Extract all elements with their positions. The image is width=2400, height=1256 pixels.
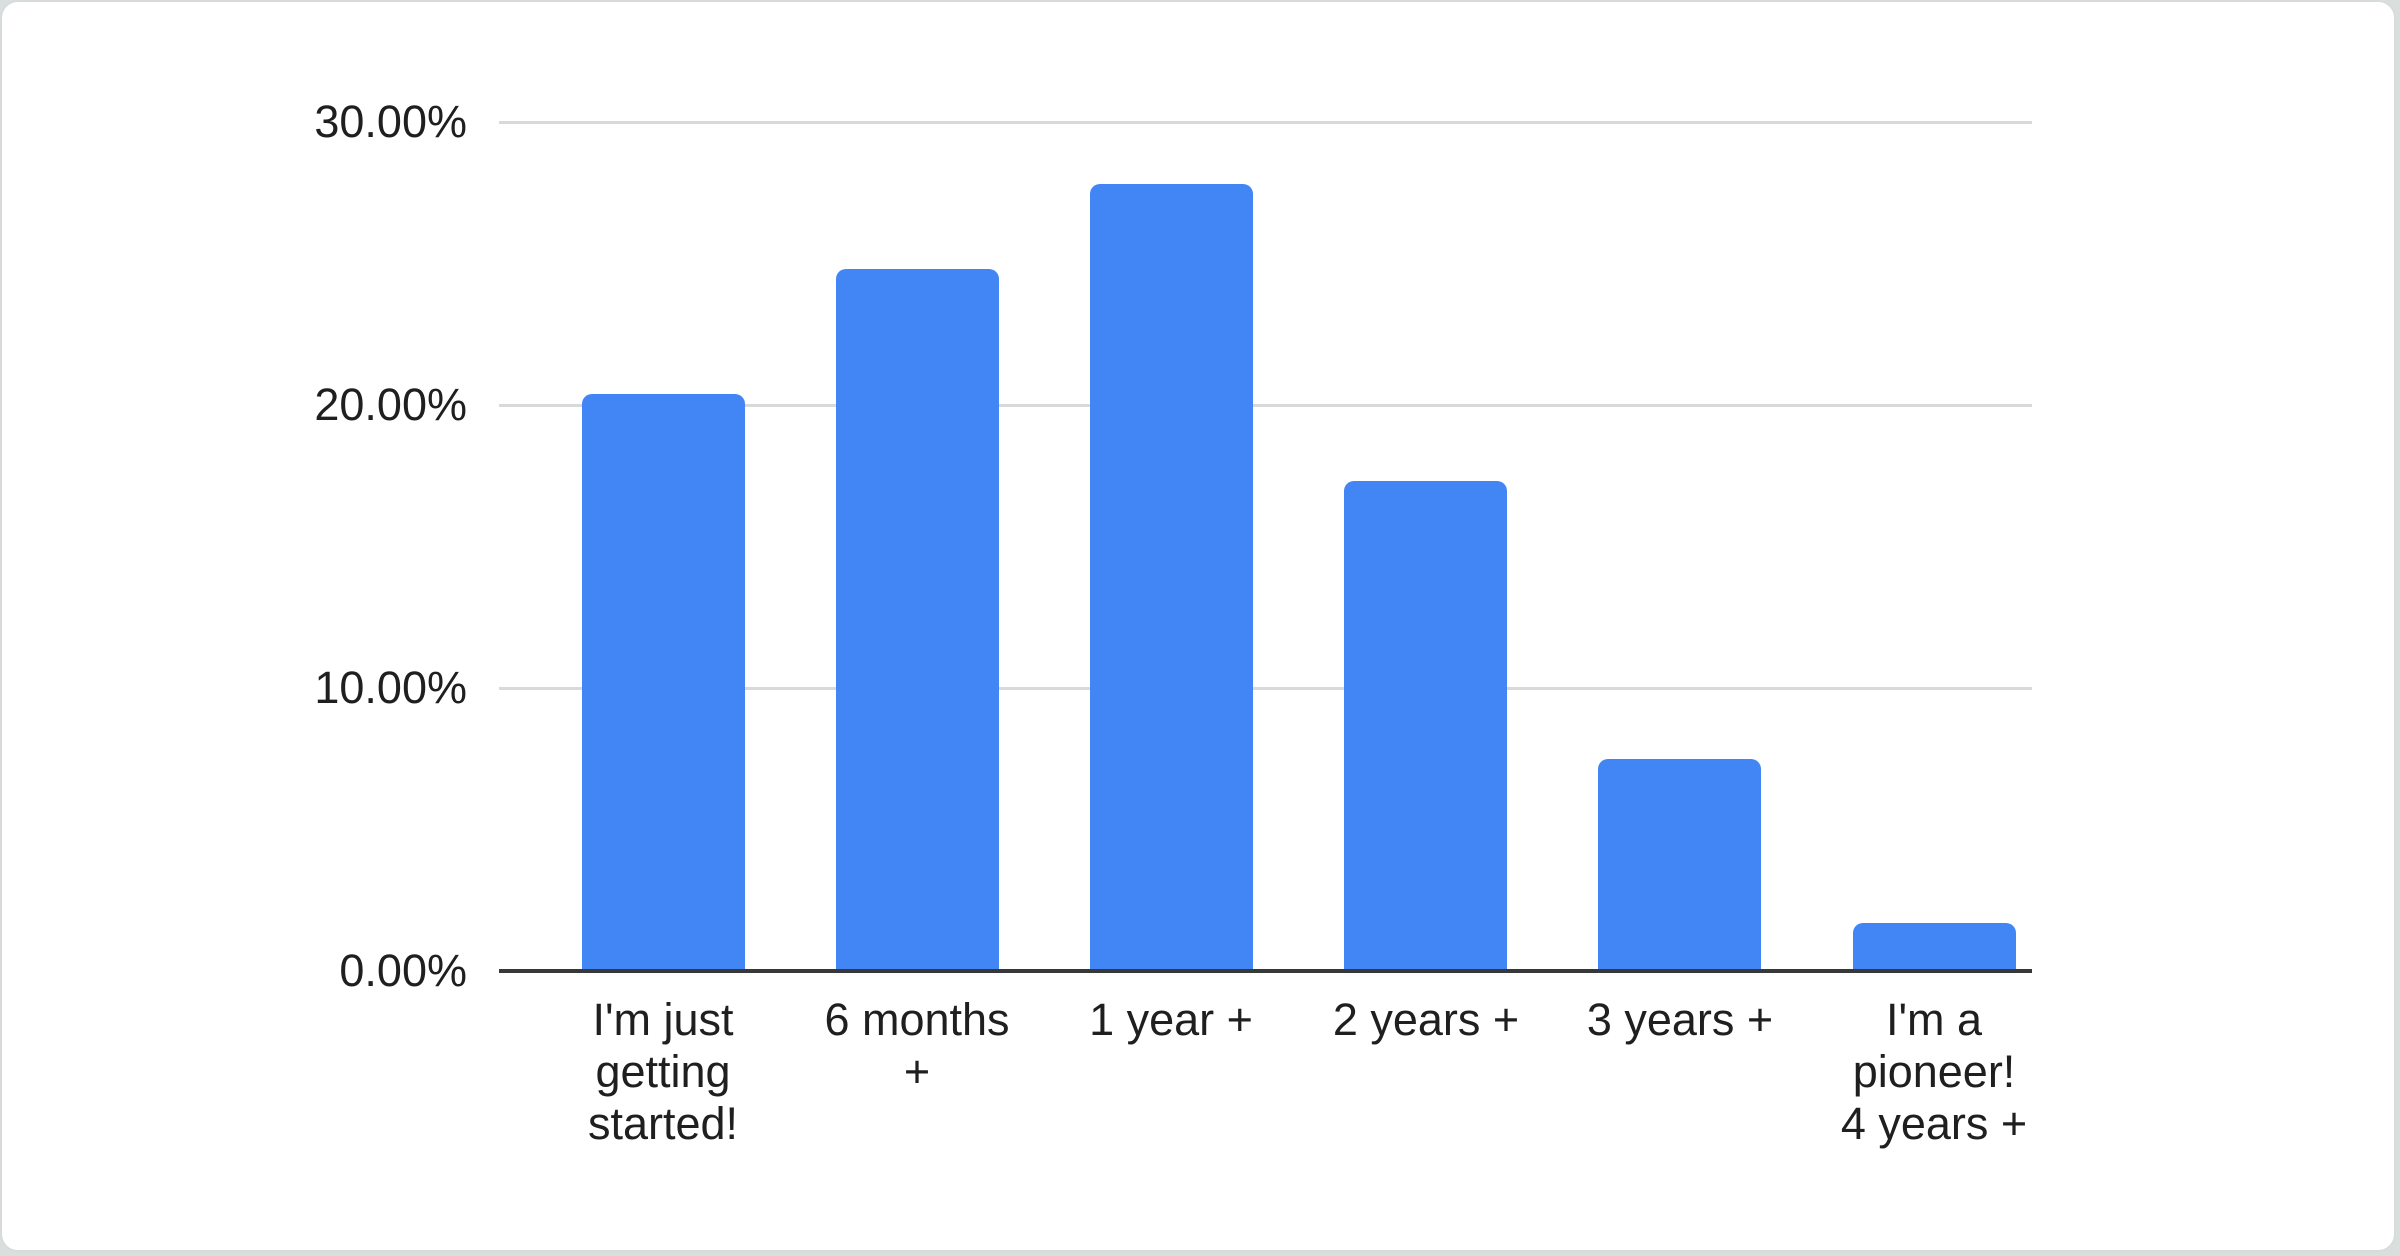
x-axis-line — [499, 969, 2032, 973]
gridline-10 — [499, 687, 2032, 690]
y-axis-tick-label: 30.00% — [314, 96, 467, 147]
x-axis-tick-label: 2 years + — [1332, 994, 1520, 1045]
y-axis-tick-label: 20.00% — [314, 379, 467, 430]
x-axis-tick-label: 3 years + — [1586, 994, 1774, 1045]
x-axis-tick-label: I'm just getting started! — [587, 994, 739, 1149]
gridline-30 — [499, 121, 2032, 124]
bar-1[interactable] — [582, 394, 745, 971]
y-axis-tick-label: 0.00% — [339, 945, 467, 996]
bar-6[interactable] — [1853, 923, 2016, 971]
bar-5[interactable] — [1598, 759, 1761, 971]
y-axis-tick-label: 10.00% — [314, 662, 467, 713]
x-axis-tick-label: I'm a pioneer! 4 years + — [1840, 994, 2028, 1149]
x-axis-tick-label: 6 months + — [824, 994, 1010, 1097]
x-axis-tick-label: 1 year + — [1089, 994, 1253, 1045]
gridline-20 — [499, 404, 2032, 407]
bar-2[interactable] — [836, 269, 999, 971]
bar-4[interactable] — [1344, 481, 1507, 971]
bar-3[interactable] — [1090, 184, 1253, 971]
